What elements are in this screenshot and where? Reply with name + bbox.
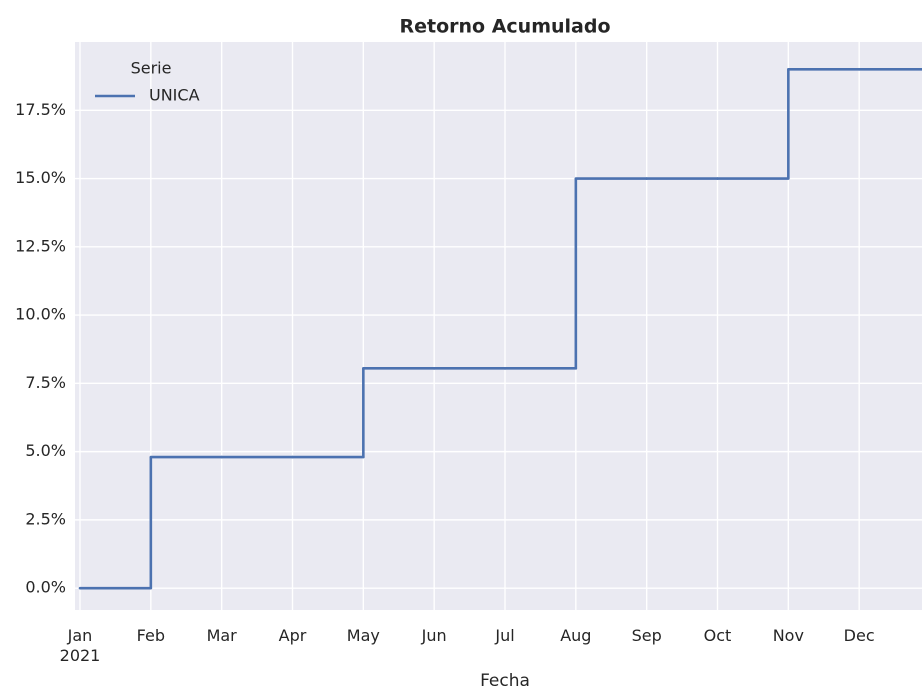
chart-title: Retorno Acumulado (399, 16, 610, 38)
x-tick-label: Sep (632, 626, 662, 645)
y-tick-label: 2.5% (25, 509, 66, 528)
x-tick-label: Feb (137, 626, 165, 645)
x-tick-label: Jul (494, 626, 514, 645)
legend-label: UNICA (149, 86, 200, 105)
x-tick-label: Jan 2021 (60, 626, 101, 665)
x-tick-label: Apr (279, 626, 307, 645)
y-tick-label: 17.5% (15, 100, 66, 119)
x-tick-label: Oct (704, 626, 732, 645)
plot-area (75, 42, 922, 610)
x-tick-label: Aug (560, 626, 591, 645)
legend-title: Serie (131, 59, 172, 78)
x-tick-label: Jun (421, 626, 447, 645)
y-tick-label: 5.0% (25, 441, 66, 460)
x-axis-label: Fecha (480, 671, 530, 691)
x-tick-label: May (347, 626, 380, 645)
x-tick-label: Mar (207, 626, 238, 645)
y-tick-label: 12.5% (15, 236, 66, 255)
x-tick-label: Nov (773, 626, 804, 645)
y-tick-label: 0.0% (25, 578, 66, 597)
y-tick-label: 10.0% (15, 305, 66, 324)
x-tick-label: Dec (844, 626, 875, 645)
y-tick-label: 15.0% (15, 168, 66, 187)
y-tick-label: 7.5% (25, 373, 66, 392)
